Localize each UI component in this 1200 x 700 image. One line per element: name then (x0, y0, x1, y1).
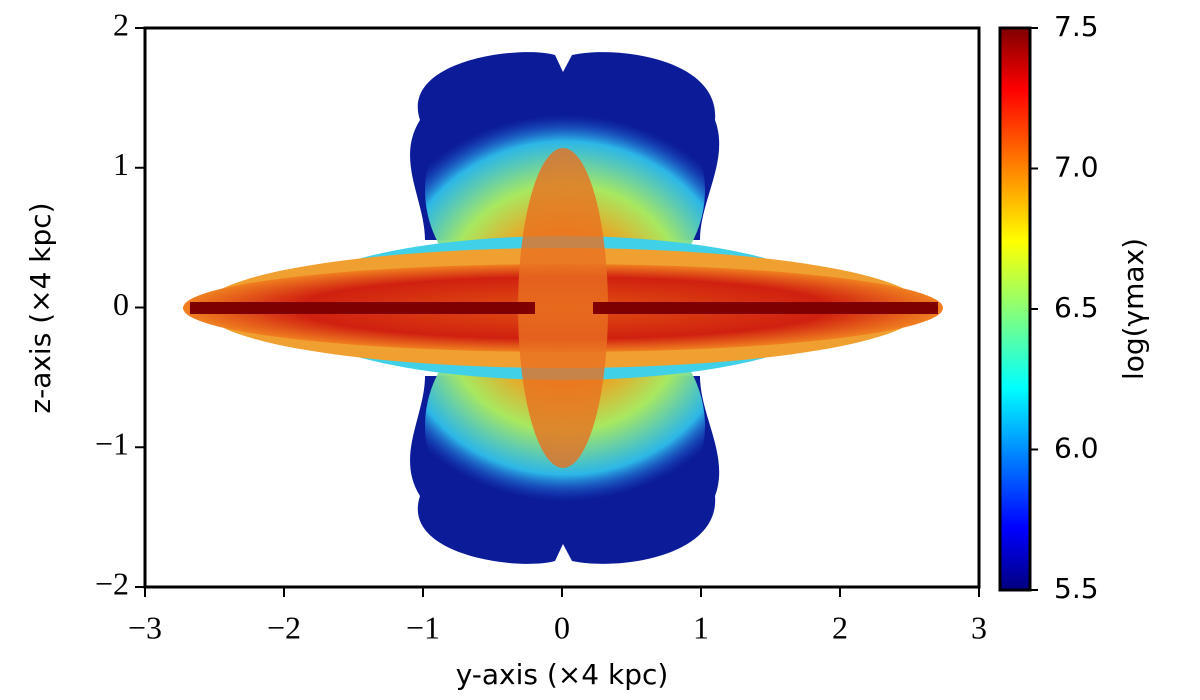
colorbar-tick-label: 7.0 (1054, 151, 1099, 184)
x-axis-label: y-axis (×4 kpc) (456, 658, 669, 691)
x-tick-label: 0 (554, 609, 570, 645)
y-tick-label: −2 (95, 565, 129, 601)
colorbar (998, 26, 1032, 592)
x-tick-label: 3 (971, 609, 987, 645)
colorbar-label: log(γmax) (1117, 238, 1150, 380)
x-tick-label: −1 (406, 609, 440, 645)
y-tick-label: 0 (113, 286, 129, 322)
y-tick-label: −1 (95, 426, 129, 462)
colorbar-tick-label: 7.5 (1054, 10, 1099, 43)
y-tick-label: 2 (113, 6, 129, 42)
colorbar-tick-label: 5.5 (1054, 572, 1099, 605)
x-tick-label: −2 (267, 609, 301, 645)
colorbar-tick-label: 6.0 (1054, 432, 1099, 465)
particle-field (183, 52, 943, 564)
x-tick-label: 2 (832, 609, 848, 645)
y-tick-label: 1 (113, 146, 129, 182)
colorbar-tick-label: 6.5 (1054, 291, 1099, 324)
x-tick-label: 1 (693, 609, 709, 645)
x-tick-label: −3 (128, 609, 162, 645)
y-axis-label: z-axis (×4 kpc) (24, 202, 57, 413)
